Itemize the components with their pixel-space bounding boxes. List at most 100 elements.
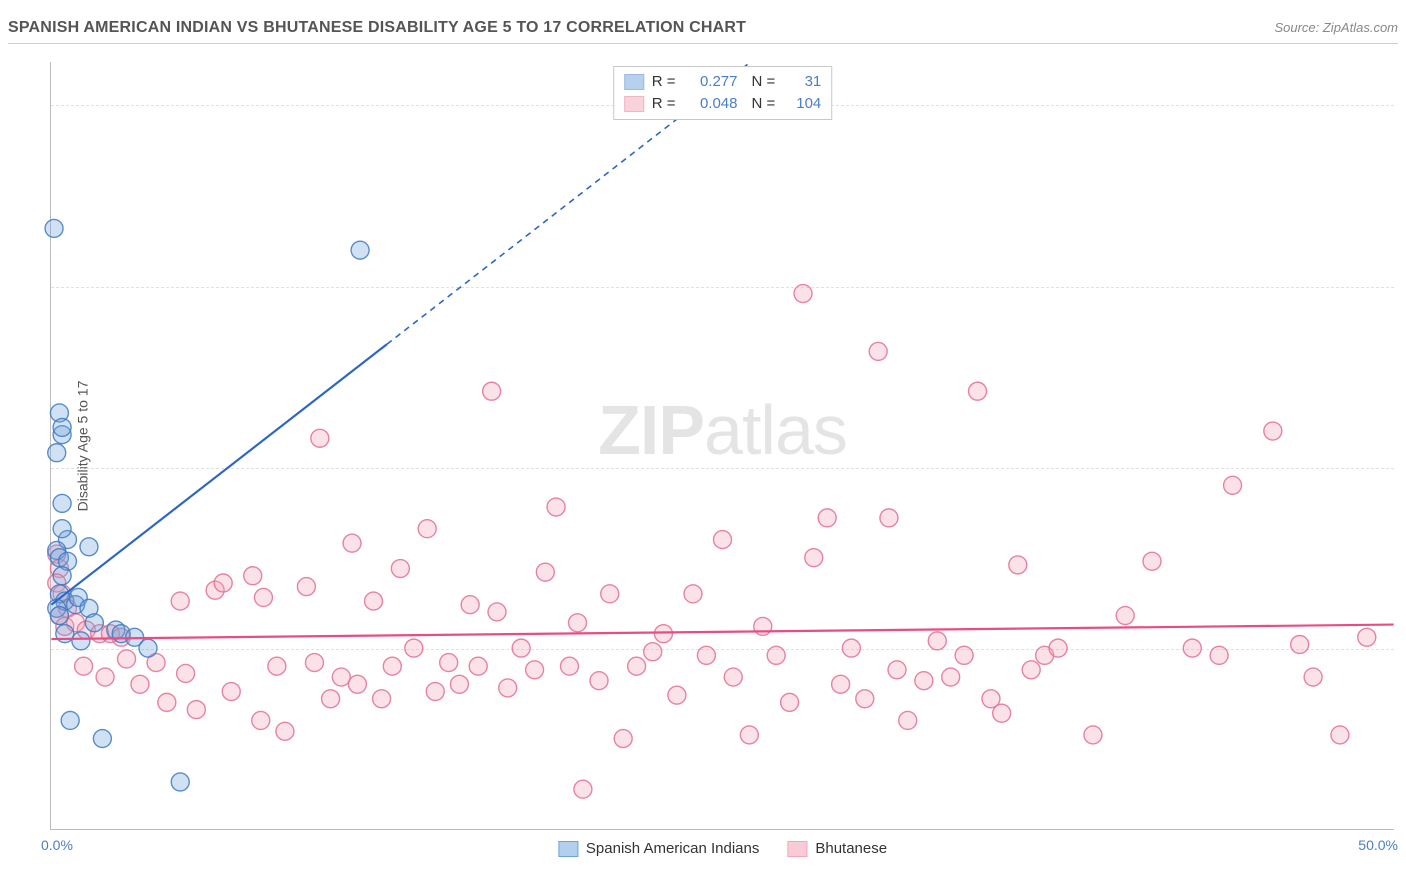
scatter-point	[440, 654, 458, 672]
trend-line-solid	[51, 344, 387, 604]
scatter-point	[322, 690, 340, 708]
scatter-point	[332, 668, 350, 686]
scatter-point	[1358, 628, 1376, 646]
source-attribution: Source: ZipAtlas.com	[1274, 20, 1398, 35]
scatter-point	[832, 675, 850, 693]
scatter-point	[53, 567, 71, 585]
scatter-point	[880, 509, 898, 527]
scatter-point	[781, 693, 799, 711]
scatter-point	[668, 686, 686, 704]
scatter-point	[754, 617, 772, 635]
scatter-point	[50, 607, 68, 625]
scatter-point	[450, 675, 468, 693]
series-legend: Spanish American Indians Bhutanese	[558, 840, 887, 857]
scatter-point	[1143, 552, 1161, 570]
scatter-point	[348, 675, 366, 693]
chart-title: SPANISH AMERICAN INDIAN VS BHUTANESE DIS…	[8, 19, 746, 37]
legend-swatch	[787, 841, 807, 857]
scatter-point	[969, 382, 987, 400]
scatter-point	[461, 596, 479, 614]
scatter-point	[767, 646, 785, 664]
scatter-point	[1331, 726, 1349, 744]
scatter-point	[499, 679, 517, 697]
x-axis-origin-label: 0.0%	[41, 837, 73, 853]
scatter-point	[805, 549, 823, 567]
title-bar: SPANISH AMERICAN INDIAN VS BHUTANESE DIS…	[8, 18, 1398, 44]
scatter-point	[1210, 646, 1228, 664]
n-label: N =	[752, 93, 776, 115]
scatter-point	[268, 657, 286, 675]
scatter-point	[590, 672, 608, 690]
scatter-point	[254, 588, 272, 606]
scatter-point	[118, 650, 136, 668]
x-axis-end-label: 50.0%	[1358, 837, 1398, 853]
scatter-point	[305, 654, 323, 672]
scatter-point	[53, 494, 71, 512]
scatter-point	[628, 657, 646, 675]
scatter-point	[177, 664, 195, 682]
r-label: R =	[652, 71, 676, 93]
scatter-point	[171, 773, 189, 791]
r-value: 0.277	[684, 71, 738, 93]
scatter-point	[469, 657, 487, 675]
scatter-point	[391, 560, 409, 578]
scatter-point	[928, 632, 946, 650]
n-value: 31	[783, 71, 821, 93]
scatter-point	[53, 418, 71, 436]
scatter-point	[222, 683, 240, 701]
scatter-point	[483, 382, 501, 400]
correlation-legend-box: R =0.277N =31R =0.048N =104	[613, 66, 833, 120]
scatter-point	[85, 614, 103, 632]
scatter-point	[1009, 556, 1027, 574]
legend-item: Spanish American Indians	[558, 840, 759, 857]
scatter-point	[601, 585, 619, 603]
scatter-point	[405, 639, 423, 657]
scatter-point	[684, 585, 702, 603]
scatter-point	[61, 711, 79, 729]
scatter-point	[697, 646, 715, 664]
scatter-point	[644, 643, 662, 661]
scatter-point	[1264, 422, 1282, 440]
scatter-point	[80, 538, 98, 556]
scatter-point	[171, 592, 189, 610]
scatter-point	[45, 219, 63, 237]
scatter-point	[654, 625, 672, 643]
correlation-legend-row: R =0.048N =104	[624, 93, 822, 115]
scatter-point	[426, 683, 444, 701]
scatter-point	[139, 639, 157, 657]
scatter-point	[794, 285, 812, 303]
scatter-point	[560, 657, 578, 675]
scatter-point	[1022, 661, 1040, 679]
scatter-point	[856, 690, 874, 708]
scatter-point	[297, 578, 315, 596]
legend-item: Bhutanese	[787, 840, 887, 857]
scatter-point	[53, 520, 71, 538]
correlation-legend-row: R =0.277N =31	[624, 71, 822, 93]
legend-swatch	[624, 74, 644, 90]
scatter-point	[244, 567, 262, 585]
scatter-point	[276, 722, 294, 740]
scatter-point	[1049, 639, 1067, 657]
y-tick-label: 20.0%	[1398, 97, 1406, 113]
scatter-point	[536, 563, 554, 581]
y-tick-label: 5.0%	[1398, 641, 1406, 657]
scatter-point	[96, 668, 114, 686]
scatter-point	[187, 701, 205, 719]
trend-line-solid	[51, 625, 1393, 639]
plot-area: Disability Age 5 to 17 ZIPatlas 5.0%10.0…	[50, 62, 1394, 830]
scatter-point	[343, 534, 361, 552]
y-tick-label: 15.0%	[1398, 279, 1406, 295]
scatter-point	[72, 632, 90, 650]
r-value: 0.048	[684, 93, 738, 115]
scatter-point	[888, 661, 906, 679]
scatter-point	[1304, 668, 1322, 686]
scatter-point	[48, 444, 66, 462]
scatter-point	[373, 690, 391, 708]
scatter-point	[1224, 476, 1242, 494]
scatter-point	[818, 509, 836, 527]
scatter-point	[252, 711, 270, 729]
scatter-point	[75, 657, 93, 675]
scatter-point	[526, 661, 544, 679]
scatter-point	[383, 657, 401, 675]
scatter-point	[915, 672, 933, 690]
